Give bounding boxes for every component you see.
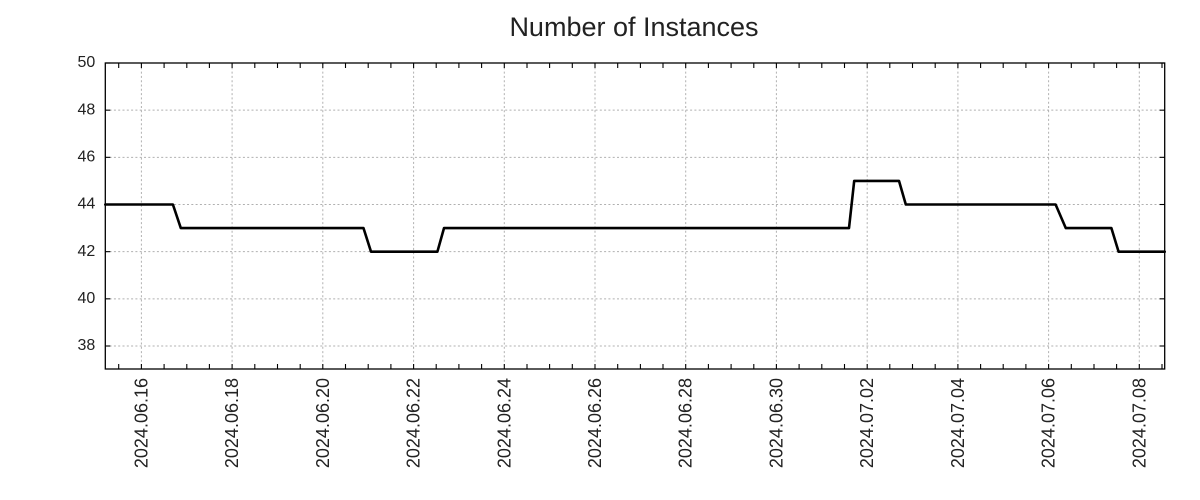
svg-text:2024.06.24: 2024.06.24 [494,378,514,468]
svg-text:40: 40 [78,290,96,307]
svg-text:2024.07.08: 2024.07.08 [1129,378,1149,468]
svg-text:2024.06.20: 2024.06.20 [313,378,333,468]
svg-text:2024.06.22: 2024.06.22 [404,378,424,468]
svg-text:2024.06.26: 2024.06.26 [585,378,605,468]
svg-text:2024.06.18: 2024.06.18 [222,378,242,468]
svg-text:2024.06.16: 2024.06.16 [131,378,151,468]
svg-text:38: 38 [78,337,96,354]
svg-text:50: 50 [78,54,96,71]
svg-text:2024.07.06: 2024.07.06 [1039,378,1059,468]
svg-text:2024.06.30: 2024.06.30 [766,378,786,468]
svg-text:46: 46 [78,149,96,166]
svg-text:2024.07.04: 2024.07.04 [948,378,968,468]
svg-text:44: 44 [78,196,96,213]
svg-text:48: 48 [78,101,96,118]
svg-text:Number of Instances: Number of Instances [509,12,758,42]
svg-text:2024.06.28: 2024.06.28 [676,378,696,468]
svg-text:2024.07.02: 2024.07.02 [857,378,877,468]
svg-text:42: 42 [78,243,96,260]
